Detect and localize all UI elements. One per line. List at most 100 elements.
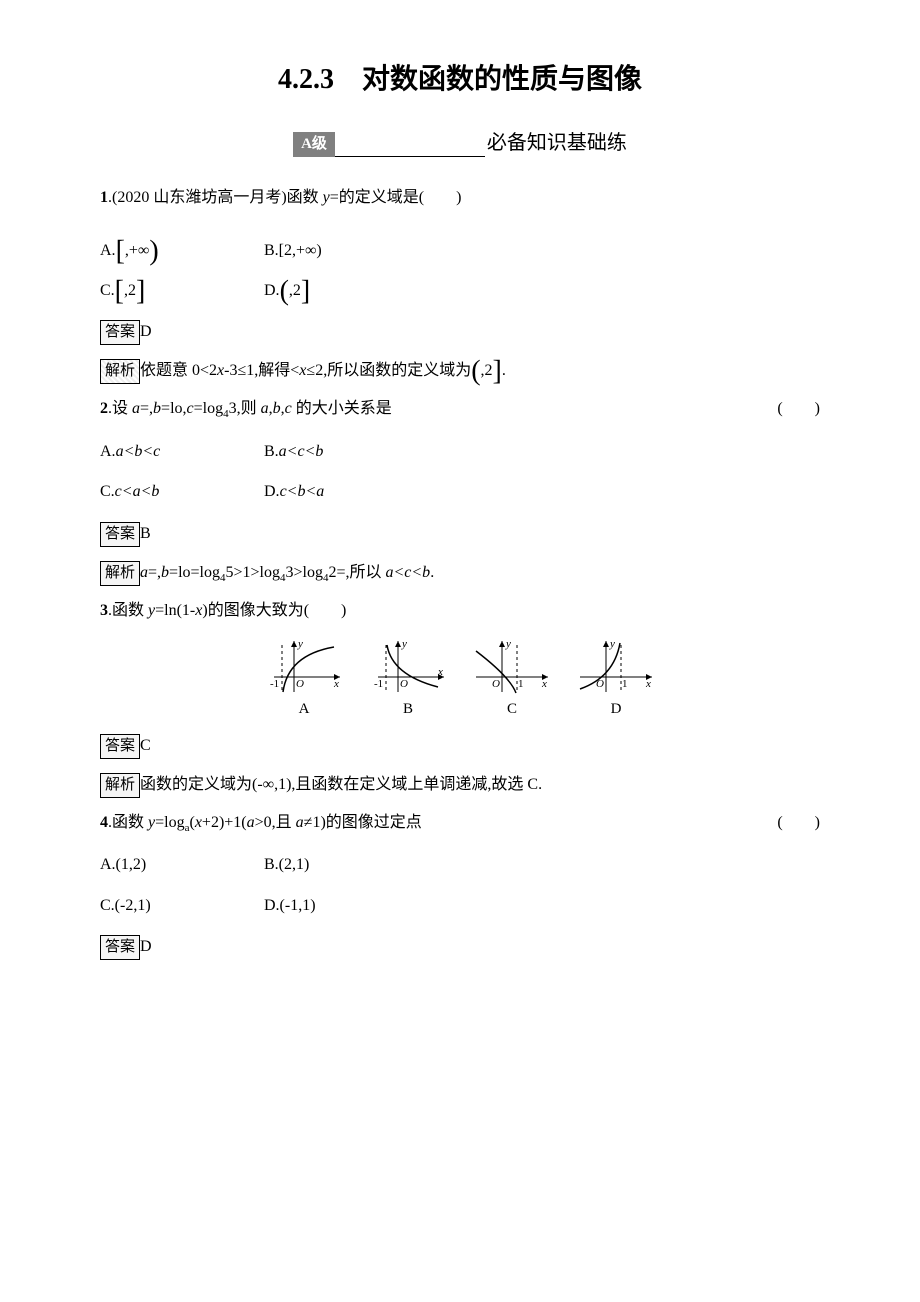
plot-b-icon: y x O -1 — [368, 637, 448, 697]
q3-stem: 3.函数 y=ln(1-x)的图像大致为( ) — [100, 600, 820, 622]
q4-opt-b: B.(2,1) — [264, 854, 424, 876]
q2-sb: =, — [140, 400, 153, 417]
q1-opt-c: C.[,2] — [100, 280, 260, 302]
q1-options-2: C.[,2] D.(,2] — [100, 280, 820, 302]
q1-opt-d: D.(,2] — [264, 280, 424, 302]
q4-opt-a: A.(1,2) — [100, 854, 260, 876]
q2-D: D. — [264, 483, 280, 500]
rparen-icon: ) — [149, 235, 158, 266]
svg-text:x: x — [541, 678, 547, 690]
svg-text:O: O — [400, 678, 408, 690]
q2-Ce: c<a<b — [115, 483, 160, 500]
svg-text:x: x — [645, 678, 651, 690]
lbracket-icon: [ — [115, 275, 124, 306]
svg-text:1: 1 — [622, 678, 628, 690]
q2e1: a — [140, 564, 148, 581]
cap-a: A — [264, 699, 344, 720]
q2-opt-c: C.c<a<b — [100, 481, 260, 503]
q3-num: 3 — [100, 602, 108, 619]
q2-sd: =log — [194, 400, 223, 417]
q3-b: =ln(1- — [155, 602, 195, 619]
q1-e-end: . — [502, 362, 506, 379]
q1-e-c: ≤2,所以函数的定义域为 — [306, 362, 471, 379]
answer-label: 答案 — [100, 320, 140, 345]
q4-answer-val: D — [140, 938, 152, 955]
q3-answer: 答案C — [100, 734, 820, 759]
svg-text:y: y — [401, 638, 407, 650]
svg-text:-1: -1 — [270, 678, 279, 690]
q3-answer-val: C — [140, 737, 151, 754]
q1-e-mid: ,2 — [481, 362, 493, 379]
q3-fig-d: y x O 1 D — [576, 637, 656, 720]
q1-explanation: 解析依题意 0<2x-3≤1,解得<x≤2,所以函数的定义域为(,2]. — [100, 359, 820, 384]
q4-answer: 答案D — [100, 935, 820, 960]
q2-stem: 2.设 a=,b=lo,c=log43,则 a,b,c 的大小关系是 ( ) — [100, 398, 820, 423]
q2-sc: =lo, — [161, 400, 186, 417]
q2e5: 5>1>log — [225, 564, 280, 581]
q1-num: 1 — [100, 189, 108, 206]
q4-paren: ( ) — [777, 812, 820, 834]
q2-C: C. — [100, 483, 115, 500]
q2-Be: a<c<b — [279, 443, 324, 460]
q4-stem: 4.函数 y=loga(x+2)+1(a>0,且 a≠1)的图像过定点 ( ) — [100, 812, 820, 837]
q2-vc2: c — [285, 400, 292, 417]
q2e2: =, — [148, 564, 161, 581]
q1-answer-val: D — [140, 323, 152, 340]
q4-f: ≠1)的图像过定点 — [304, 814, 422, 831]
q3-fig-a: y x O -1 A — [264, 637, 344, 720]
q1-text-a: .(2020 山东潍坊高一月考)函数 — [108, 189, 323, 206]
q2-a: .设 — [108, 400, 132, 417]
cap-b: B — [368, 699, 448, 720]
lparen-icon: ( — [471, 356, 480, 387]
q3-fig-c: y x O 1 C — [472, 637, 552, 720]
q2-tail: 的大小关系是 — [292, 400, 392, 417]
q2-se: 3,则 — [229, 400, 261, 417]
q2-vb: b — [153, 400, 161, 417]
q1-stem: 1.(2020 山东潍坊高一月考)函数 y=的定义域是( ) — [100, 187, 820, 209]
q1-var-y: y — [323, 189, 330, 206]
q2-options-1: A.a<b<c B.a<c<b — [100, 441, 820, 463]
q2-vc: c — [187, 400, 194, 417]
lbracket-icon: [ — [116, 235, 125, 266]
q4-a2: a — [247, 814, 255, 831]
q1-c-pre: C. — [100, 282, 115, 299]
plot-d-icon: y x O 1 — [576, 637, 656, 697]
q4-options-1: A.(1,2) B.(2,1) — [100, 854, 820, 876]
svg-text:O: O — [296, 678, 304, 690]
svg-text:y: y — [609, 638, 615, 650]
q1-a-mid: ,+∞ — [125, 242, 149, 259]
q4-x: x — [195, 814, 202, 831]
q2e8: a<c<b — [385, 564, 430, 581]
cap-d: D — [576, 699, 656, 720]
svg-text:y: y — [505, 638, 511, 650]
q2-va: a — [132, 400, 140, 417]
answer-label: 答案 — [100, 734, 140, 759]
q1-a-pre: A. — [100, 242, 116, 259]
q2e6: 3>log — [285, 564, 322, 581]
q1-c-mid: ,2 — [124, 282, 136, 299]
q3-a: .函数 — [108, 602, 148, 619]
svg-text:1: 1 — [518, 678, 524, 690]
q2e4: =lo=log — [169, 564, 220, 581]
q4-e: >0,且 — [255, 814, 296, 831]
q4-options-2: C.(-2,1) D.(-1,1) — [100, 895, 820, 917]
q1-e-b: -3≤1,解得< — [224, 362, 299, 379]
q4-a3: a — [296, 814, 304, 831]
q4-d: +2)+1( — [202, 814, 247, 831]
q2-opt-a: A.a<b<c — [100, 441, 260, 463]
answer-label: 答案 — [100, 935, 140, 960]
explain-label: 解析 — [100, 773, 140, 798]
explain-label: 解析 — [100, 561, 140, 586]
q2-B: B. — [264, 443, 279, 460]
q1-opt-b: B.[2,+∞) — [264, 240, 424, 262]
q2-answer: 答案B — [100, 522, 820, 547]
q1-e-a: 依题意 0<2 — [140, 362, 217, 379]
svg-text:y: y — [297, 638, 303, 650]
q1-d-pre: D. — [264, 282, 280, 299]
q2e7: 2=,所以 — [328, 564, 385, 581]
level-label: 必备知识基础练 — [487, 129, 627, 157]
q3-figures: y x O -1 A y x O -1 B — [100, 637, 820, 720]
cap-c: C — [472, 699, 552, 720]
q1-options-1: A.[,+∞) B.[2,+∞) — [100, 240, 820, 262]
q2e9: . — [430, 564, 434, 581]
